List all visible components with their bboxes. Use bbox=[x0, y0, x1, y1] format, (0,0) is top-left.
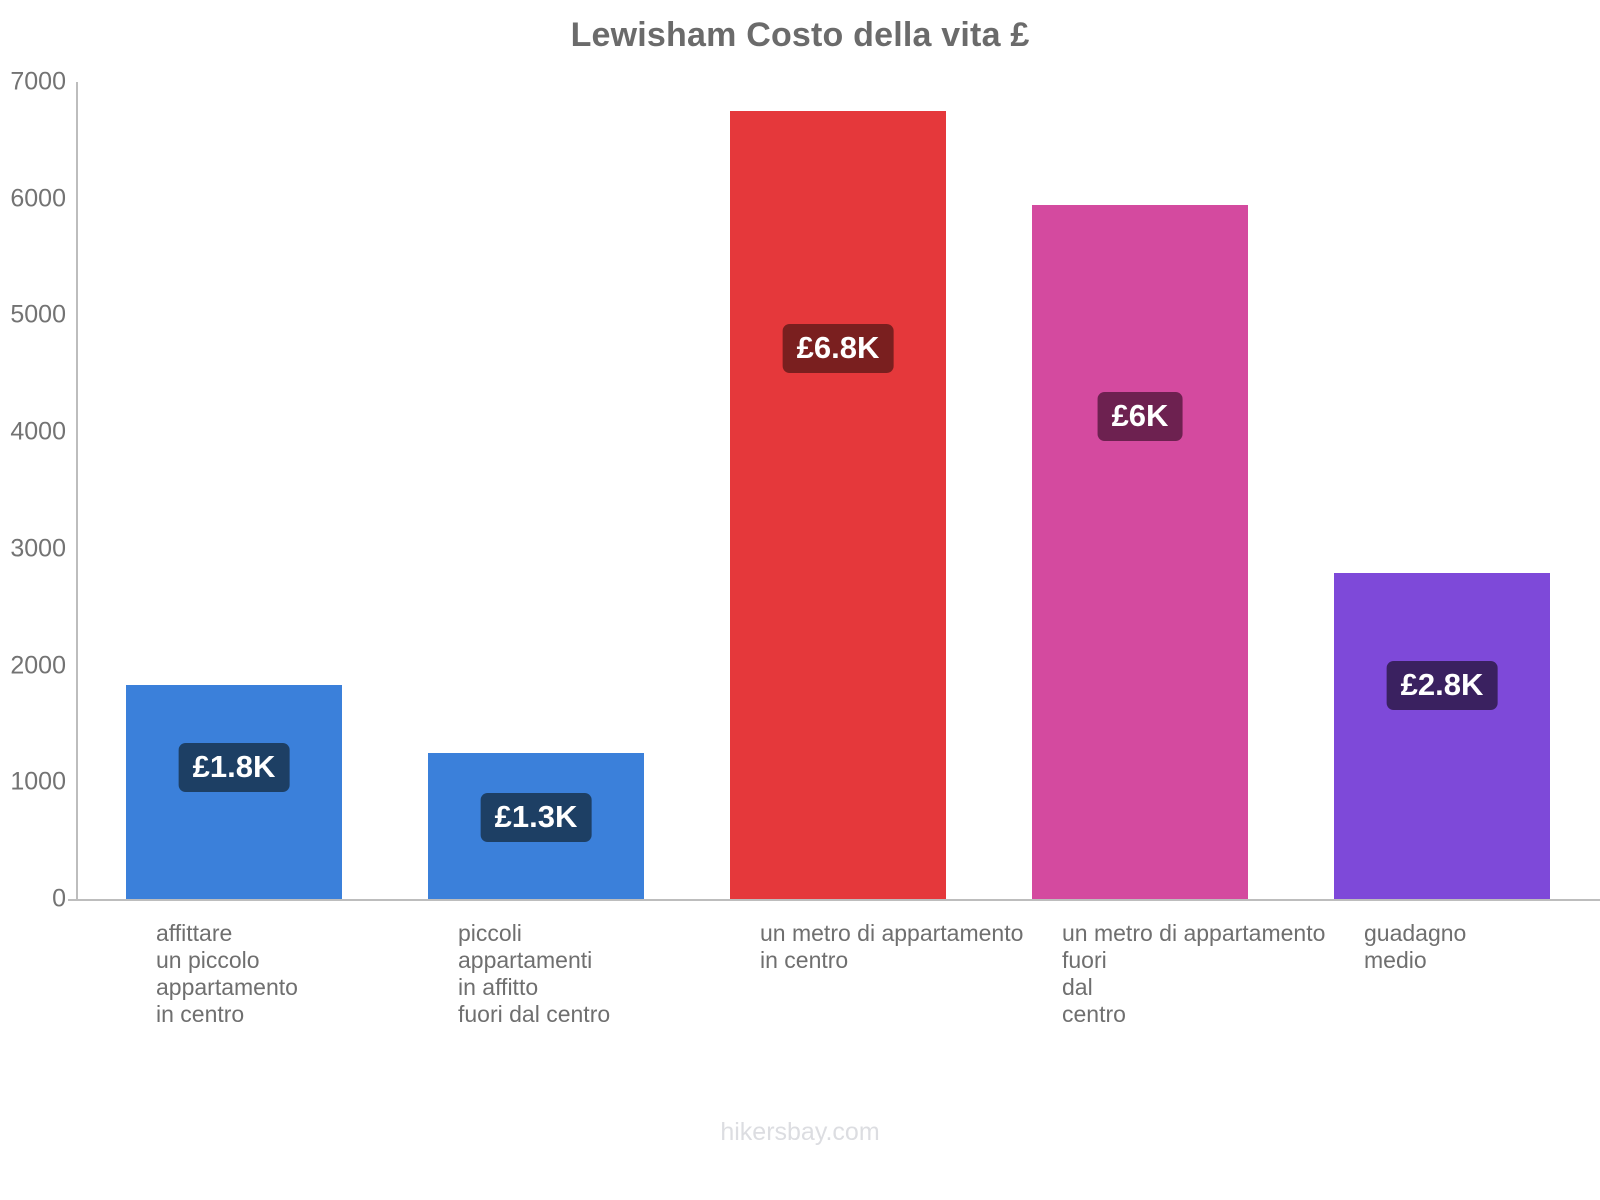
x-axis-category-label: affittare un piccolo appartamento in cen… bbox=[156, 920, 298, 1027]
y-axis-tick-label: 2000 bbox=[10, 651, 66, 680]
y-axis-tick-label: 4000 bbox=[10, 417, 66, 446]
bar-value-label: £2.8K bbox=[1386, 661, 1498, 711]
x-axis-category-label: guadagno medio bbox=[1364, 920, 1467, 973]
x-axis-line bbox=[68, 899, 1600, 901]
bar-value-label: £6K bbox=[1097, 392, 1183, 442]
bar[interactable]: £2.8K bbox=[1334, 573, 1550, 899]
y-axis-tick-label: 6000 bbox=[10, 184, 66, 213]
bar[interactable]: £6K bbox=[1032, 204, 1248, 899]
y-axis-line bbox=[76, 82, 78, 900]
y-axis-tick-label: 1000 bbox=[10, 767, 66, 796]
bar[interactable]: £1.8K bbox=[126, 685, 342, 899]
watermark: hikersbay.com bbox=[720, 1118, 880, 1146]
y-axis-tick-label: 0 bbox=[52, 884, 66, 913]
bar[interactable]: £6.8K bbox=[730, 111, 946, 899]
x-axis-category-label: piccoli appartamenti in affitto fuori da… bbox=[458, 920, 611, 1027]
chart-title: Lewisham Costo della vita £ bbox=[570, 16, 1030, 54]
x-axis-category-label: un metro di appartamento fuori dal centr… bbox=[1062, 920, 1326, 1027]
bar[interactable]: £1.3K bbox=[428, 753, 644, 899]
bar-value-label: £1.8K bbox=[178, 742, 290, 792]
bar-value-label: £6.8K bbox=[782, 323, 894, 373]
y-axis-tick-label: 5000 bbox=[10, 300, 66, 329]
y-axis-tick-label: 3000 bbox=[10, 534, 66, 563]
x-axis-category-label: un metro di appartamento in centro bbox=[760, 920, 1024, 973]
y-axis-tick-label: 7000 bbox=[10, 67, 66, 96]
bar-value-label: £1.3K bbox=[480, 792, 592, 842]
